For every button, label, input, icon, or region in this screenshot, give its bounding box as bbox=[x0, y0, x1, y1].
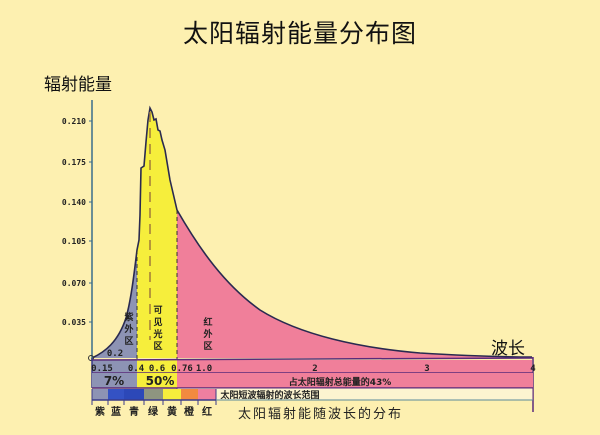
svg-text:外: 外 bbox=[123, 323, 133, 335]
svg-text:区: 区 bbox=[153, 341, 162, 352]
uv-region-label: 紫 外 区 bbox=[123, 311, 133, 347]
radiation-curve bbox=[91, 105, 533, 359]
svg-text:0.76: 0.76 bbox=[171, 364, 193, 374]
uv-region-area bbox=[92, 250, 137, 358]
svg-text:紫: 紫 bbox=[95, 405, 105, 418]
x-axis-label: 波长 bbox=[491, 339, 525, 359]
svg-text:区: 区 bbox=[124, 336, 133, 347]
svg-text:紫: 紫 bbox=[124, 311, 133, 323]
x-axis-ticks: 0.15 0.4 0.6 0.76 1.0 2 3 4 bbox=[91, 364, 536, 374]
svg-text:光: 光 bbox=[152, 328, 162, 340]
svg-text:0.175: 0.175 bbox=[62, 158, 86, 167]
svg-text:橙: 橙 bbox=[184, 405, 195, 418]
svg-text:0.210: 0.210 bbox=[62, 117, 86, 126]
svg-text:蓝: 蓝 bbox=[111, 405, 121, 418]
y-axis-ticks: 0.210 0.175 0.140 0.105 0.070 0.035 bbox=[62, 117, 92, 327]
svg-text:太阳短波辐射的波长范围: 太阳短波辐射的波长范围 bbox=[219, 389, 319, 401]
ir-region-area bbox=[177, 210, 532, 358]
color-legend: 紫 蓝 青 绿 黄 橙 红 bbox=[91, 389, 533, 418]
ir-region-label: 红 外 区 bbox=[202, 316, 212, 352]
svg-text:3: 3 bbox=[424, 364, 429, 374]
svg-text:红: 红 bbox=[203, 316, 212, 328]
ir-share-note: 占太阳辐射总能量的43% bbox=[289, 376, 392, 388]
svg-text:红: 红 bbox=[202, 405, 212, 418]
y-axis-label: 辐射能量 bbox=[44, 75, 112, 95]
svg-text:0.035: 0.035 bbox=[62, 318, 86, 327]
shortwave-band: 太阳短波辐射的波长范围 bbox=[176, 387, 534, 401]
visible-region-label: 可 见 光 区 bbox=[152, 305, 162, 352]
svg-text:1.0: 1.0 bbox=[196, 364, 212, 374]
svg-text:0.105: 0.105 bbox=[62, 237, 86, 246]
svg-text:0.4: 0.4 bbox=[128, 364, 145, 374]
svg-text:青: 青 bbox=[129, 405, 139, 418]
visible-region-area bbox=[137, 108, 177, 358]
svg-text:0.140: 0.140 bbox=[62, 198, 86, 207]
svg-text:4: 4 bbox=[530, 364, 536, 374]
svg-text:0.070: 0.070 bbox=[62, 279, 86, 288]
svg-text:可: 可 bbox=[153, 305, 162, 316]
origin-marker bbox=[88, 355, 94, 361]
legend-caption: 太阳辐射能随波长的分布 bbox=[238, 407, 404, 422]
svg-text:黄: 黄 bbox=[167, 405, 177, 418]
x-tick-0-2: 0.2 bbox=[107, 349, 123, 359]
svg-text:0.6: 0.6 bbox=[149, 364, 165, 374]
uv-share: 7% bbox=[104, 374, 124, 388]
svg-text:外: 外 bbox=[202, 328, 212, 340]
svg-text:绿: 绿 bbox=[148, 405, 159, 418]
svg-text:0.15: 0.15 bbox=[91, 364, 113, 374]
energy-share-band: 7% 50% 占太阳辐射总能量的43% bbox=[92, 373, 533, 389]
svg-text:2: 2 bbox=[312, 364, 317, 374]
svg-text:区: 区 bbox=[203, 341, 212, 352]
chart-title: 太阳辐射能量分布图 bbox=[182, 19, 417, 48]
svg-text:见: 见 bbox=[153, 317, 162, 328]
visible-share: 50% bbox=[146, 374, 175, 388]
